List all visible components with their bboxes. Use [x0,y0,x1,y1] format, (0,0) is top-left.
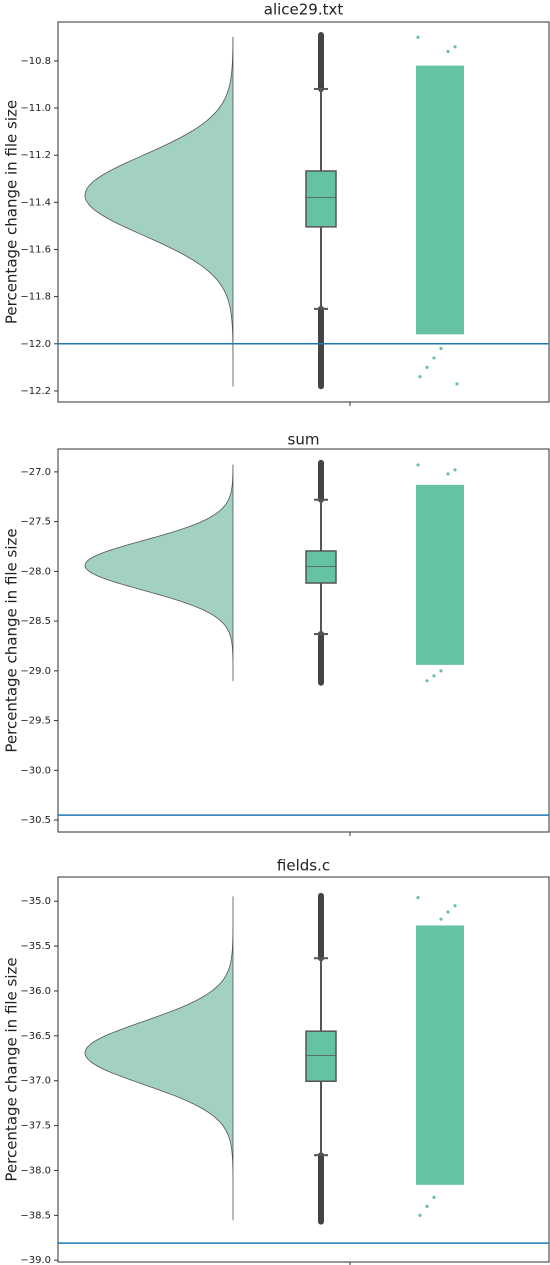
strip-point [416,35,420,39]
strip-point [432,674,436,678]
strip-point [439,669,443,673]
strip-point [432,1195,436,1199]
strip-dense [416,65,464,335]
half-violin [84,36,234,387]
strip-point [446,472,450,476]
y-axis-label: Percentage change in file size [3,100,21,324]
box [305,170,337,228]
strip-point [453,904,457,908]
y-tick-label: −11.0 [20,103,51,114]
y-tick-label: −37.5 [20,1121,51,1132]
chart-title: sum [288,431,320,449]
strip-point [425,679,429,683]
strip-point [455,382,459,386]
y-axis-label: Percentage change in file size [3,957,21,1181]
y-tick-label: −28.5 [20,616,51,627]
axes-frame [57,876,550,1263]
strip-point [446,49,450,54]
y-tick-label: −35.0 [20,896,51,907]
strip-point [439,346,443,351]
y-tick-label: −11.4 [20,197,51,208]
y-tick-label: −10.8 [20,56,51,67]
y-tick-label: −11.2 [20,150,51,161]
strip-dense [416,925,464,1185]
strip-point [439,917,443,921]
axes-frame [57,21,550,403]
strip-point [425,1204,429,1208]
y-tick-label: −28.0 [20,566,51,577]
y-tick-label: −12.0 [20,339,51,350]
strip-point [432,356,436,360]
chart-title: fields.c [277,857,330,875]
strip-point [425,365,429,369]
y-tick-label: −35.5 [20,941,51,952]
y-tick-label: −39.0 [20,1255,51,1265]
y-tick-label: −11.8 [20,292,51,303]
strip-point [418,375,422,379]
strip-point [446,910,450,914]
strip-dense [416,484,464,665]
y-tick-label: −36.5 [20,1031,51,1042]
axes-frame [57,448,550,833]
y-tick-label: −30.5 [20,815,51,826]
half-violin [84,896,234,1220]
y-tick-label: −36.0 [20,986,51,997]
y-tick-label: −30.0 [20,765,51,776]
y-tick-label: −29.0 [20,666,51,677]
box [305,550,337,584]
y-tick-label: −29.5 [20,716,51,727]
strip-point [416,463,420,467]
y-tick-label: −38.0 [20,1165,51,1176]
y-tick-label: −11.6 [20,244,51,255]
y-tick-label: −12.2 [20,386,51,397]
y-axis-label: Percentage change in file size [3,528,21,752]
strip-point [416,896,420,900]
y-tick-label: −27.0 [20,467,51,478]
strip-point [453,468,457,472]
y-tick-label: −27.5 [20,517,51,528]
y-tick-label: −37.0 [20,1076,51,1087]
half-violin [84,464,234,682]
strip-point [453,45,457,49]
chart-title: alice29.txt [264,1,344,19]
y-tick-label: −38.5 [20,1210,51,1221]
strip-point [418,1213,422,1217]
box [305,1030,337,1083]
